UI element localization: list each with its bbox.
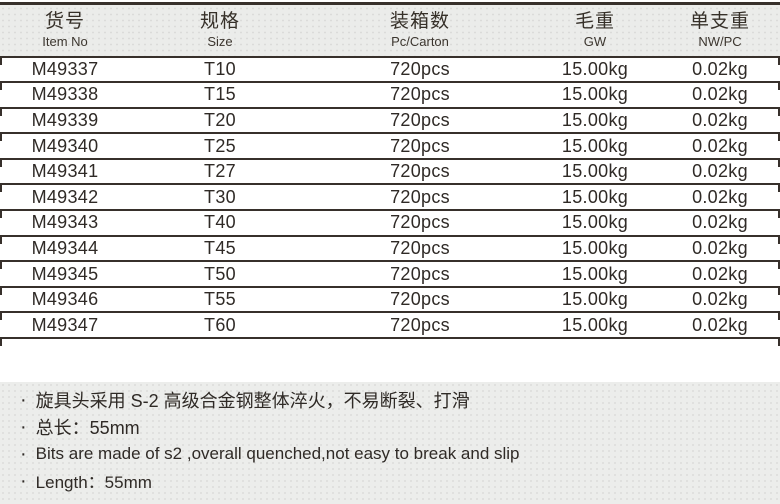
cell-size: T10 (130, 56, 310, 84)
cell-nw-pc: 0.02kg (660, 184, 780, 217)
cell-nw-pc: 0.02kg (660, 261, 780, 294)
cell-item-no: M49342 (0, 184, 130, 217)
bullet-icon: · (20, 388, 27, 411)
cell-size: T45 (130, 235, 310, 263)
note-text: Length：55mm (35, 473, 152, 492)
col-header-nw-pc-zh: 单支重 (689, 11, 750, 33)
table-row: M49339 T20 720pcs 15.00kg 0.02kg (0, 107, 780, 140)
cell-size: T50 (130, 261, 310, 288)
cell-item-no: M49345 (0, 261, 130, 294)
table-row: M49341 T27 720pcs 15.00kg 0.02kg (0, 158, 780, 191)
cell-pc-carton: 720pcs (310, 158, 530, 186)
cell-size: T15 (130, 82, 310, 109)
col-header-pc-carton-en: Pc/Carton (391, 34, 449, 49)
note-text: 旋具头采用 S-2 高级合金钢整体淬火，不易断裂、打滑 (35, 390, 470, 411)
note-material-en: · Bits are made of s2 ,overall quenched,… (0, 440, 780, 467)
cell-pc-carton: 720pcs (310, 235, 530, 263)
cell-size: T27 (130, 158, 310, 186)
col-header-item-no-zh: 货号 (44, 11, 85, 33)
col-header-gw: 毛重 GW (530, 2, 660, 58)
bullet-icon: · (20, 442, 27, 465)
cell-item-no: M49346 (0, 286, 130, 319)
table-row: M49345 T50 720pcs 15.00kg 0.02kg (0, 261, 780, 294)
cell-pc-carton: 720pcs (310, 133, 530, 160)
note-material-zh: · 旋具头采用 S-2 高级合金钢整体淬火，不易断裂、打滑 (0, 386, 780, 413)
table-row: M49347 T60 720pcs 15.00kg 0.02kg (0, 312, 780, 345)
cell-pc-carton: 720pcs (310, 210, 530, 237)
cell-nw-pc: 0.02kg (660, 158, 780, 191)
cell-pc-carton: 720pcs (310, 286, 530, 314)
cell-nw-pc: 0.02kg (660, 210, 780, 243)
cell-gw: 15.00kg (530, 184, 660, 212)
cell-gw: 15.00kg (530, 312, 660, 340)
table-header: 货号 Item No 规格 Size 装箱数 Pc/Carton 毛重 GW 单… (0, 2, 780, 66)
cell-gw: 15.00kg (530, 107, 660, 135)
cell-pc-carton: 720pcs (310, 184, 530, 212)
note-text: Bits are made of s2 ,overall quenched,no… (35, 443, 520, 463)
cell-item-no: M49343 (0, 210, 130, 243)
col-header-gw-zh: 毛重 (574, 11, 615, 33)
cell-nw-pc: 0.02kg (660, 312, 780, 345)
cell-gw: 15.00kg (530, 56, 660, 84)
cell-pc-carton: 720pcs (310, 82, 530, 109)
bullet-icon: · (20, 415, 27, 438)
cell-size: T40 (130, 210, 310, 237)
cell-gw: 15.00kg (530, 82, 660, 109)
table-row: M49346 T55 720pcs 15.00kg 0.02kg (0, 286, 780, 319)
note-text: 总长：55mm (35, 417, 140, 438)
table-row: M49342 T30 720pcs 15.00kg 0.02kg (0, 184, 780, 217)
cell-size: T20 (130, 107, 310, 135)
cell-gw: 15.00kg (530, 158, 660, 186)
cell-gw: 15.00kg (530, 286, 660, 314)
cell-nw-pc: 0.02kg (660, 235, 780, 268)
col-header-pc-carton-zh: 装箱数 (389, 11, 450, 33)
cell-nw-pc: 0.02kg (660, 107, 780, 140)
col-header-gw-en: GW (583, 34, 607, 49)
col-header-nw-pc-en: NW/PC (698, 34, 742, 49)
table-row: M49340 T25 720pcs 15.00kg 0.02kg (0, 133, 780, 166)
cell-pc-carton: 720pcs (310, 312, 530, 340)
note-length-en: · Length：55mm (0, 467, 780, 494)
cell-item-no: M49339 (0, 107, 130, 140)
cell-gw: 15.00kg (530, 210, 660, 237)
cell-gw: 15.00kg (530, 261, 660, 288)
table-row: M49343 T40 720pcs 15.00kg 0.02kg (0, 210, 780, 243)
table-row: M49338 T15 720pcs 15.00kg 0.02kg (0, 82, 780, 115)
cell-pc-carton: 720pcs (310, 261, 530, 288)
col-header-item-no-en: Item No (42, 34, 88, 49)
header-row: 货号 Item No 规格 Size 装箱数 Pc/Carton 毛重 GW 单… (0, 2, 780, 66)
table-body: M49337 T10 720pcs 15.00kg 0.02kg M49338 … (0, 56, 780, 345)
cell-nw-pc: 0.02kg (660, 82, 780, 115)
cell-gw: 15.00kg (530, 235, 660, 263)
table-row: M49344 T45 720pcs 15.00kg 0.02kg (0, 235, 780, 268)
product-notes-panel: · 旋具头采用 S-2 高级合金钢整体淬火，不易断裂、打滑 · 总长：55mm … (0, 382, 780, 504)
cell-nw-pc: 0.02kg (660, 56, 780, 89)
col-header-nw-pc: 单支重 NW/PC (660, 2, 780, 66)
cell-pc-carton: 720pcs (310, 107, 530, 135)
cell-size: T30 (130, 184, 310, 212)
cell-item-no: M49341 (0, 158, 130, 191)
cell-item-no: M49347 (0, 312, 130, 345)
col-header-size-en: Size (207, 34, 233, 49)
cell-nw-pc: 0.02kg (660, 133, 780, 166)
cell-item-no: M49340 (0, 133, 130, 166)
cell-size: T25 (130, 133, 310, 160)
table-row: M49337 T10 720pcs 15.00kg 0.02kg (0, 56, 780, 89)
spec-table: 货号 Item No 规格 Size 装箱数 Pc/Carton 毛重 GW 单… (0, 2, 780, 345)
bullet-icon: · (20, 469, 27, 492)
cell-nw-pc: 0.02kg (660, 286, 780, 319)
cell-pc-carton: 720pcs (310, 56, 530, 84)
cell-gw: 15.00kg (530, 133, 660, 160)
col-header-pc-carton: 装箱数 Pc/Carton (310, 2, 530, 58)
cell-size: T55 (130, 286, 310, 314)
col-header-size-zh: 规格 (199, 11, 240, 33)
note-length-zh: · 总长：55mm (0, 413, 780, 440)
col-header-size: 规格 Size (130, 2, 310, 58)
cell-item-no: M49337 (0, 56, 130, 89)
cell-item-no: M49344 (0, 235, 130, 268)
cell-item-no: M49338 (0, 82, 130, 115)
cell-size: T60 (130, 312, 310, 340)
col-header-item-no: 货号 Item No (0, 2, 130, 66)
